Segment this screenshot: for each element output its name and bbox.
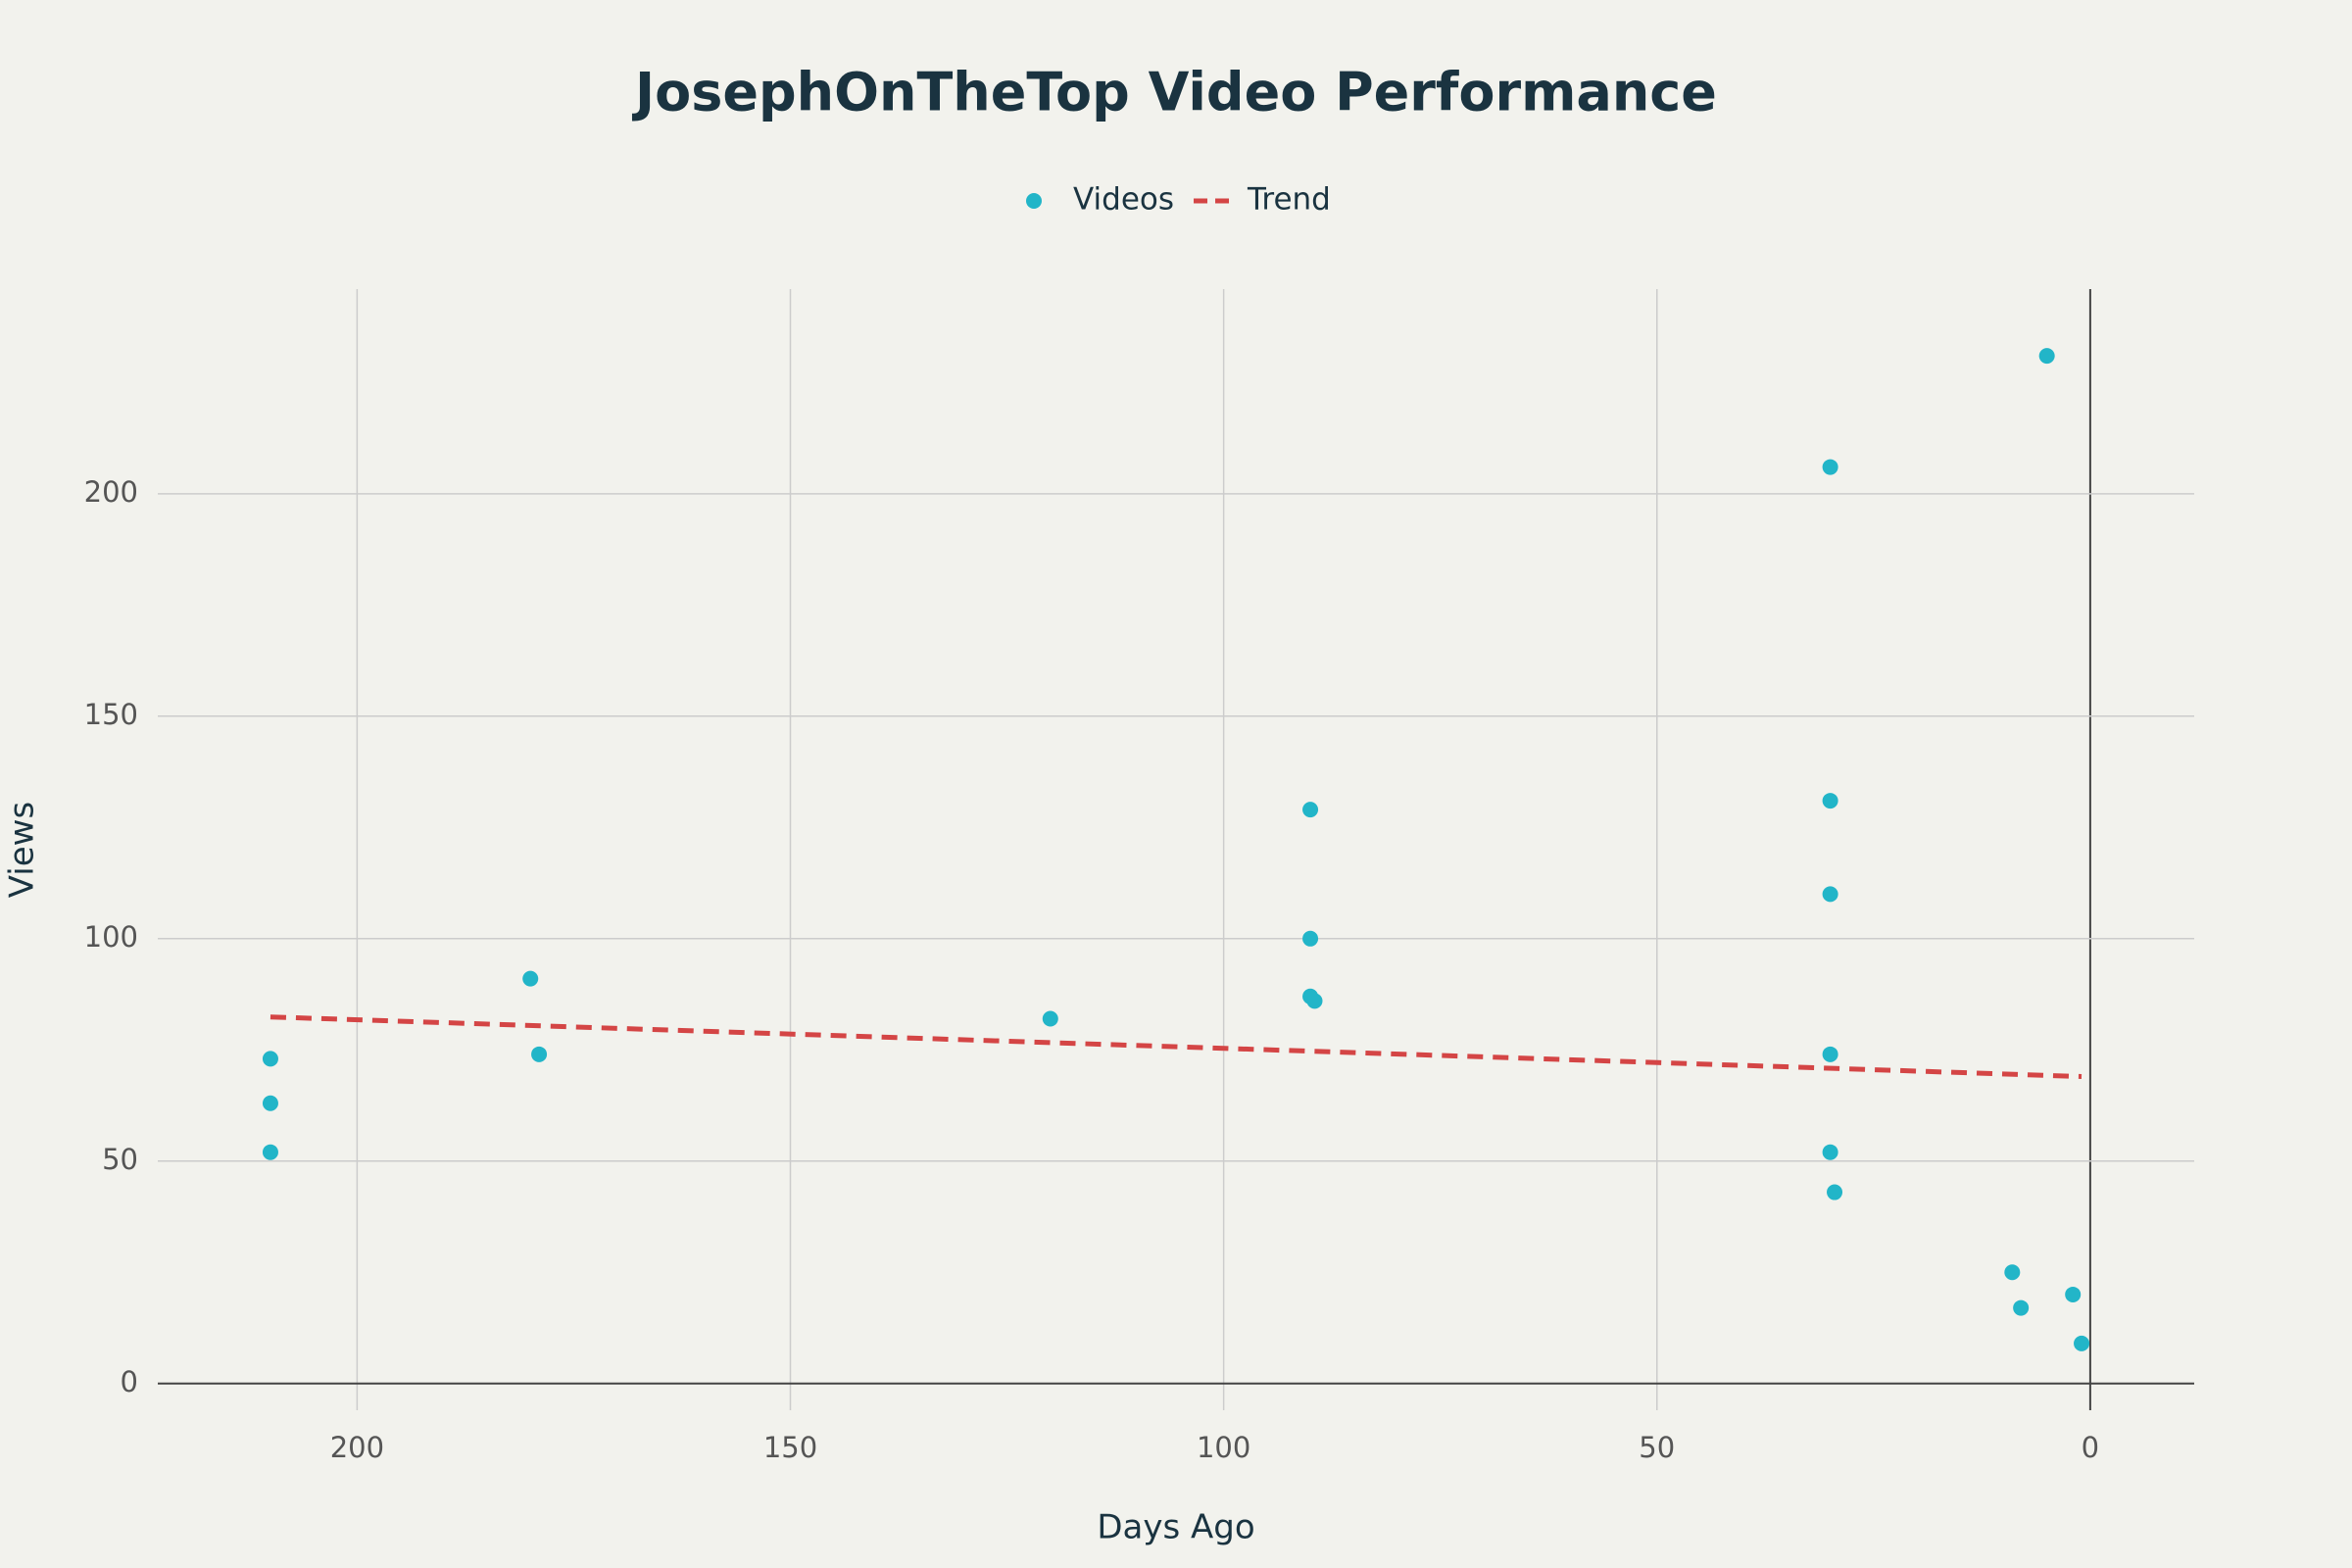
x-axis-title: Days Ago xyxy=(1097,1508,1254,1547)
data-point xyxy=(1822,793,1838,809)
data-point xyxy=(2013,1299,2030,1316)
y-axis-title: Views xyxy=(3,802,42,898)
data-point xyxy=(522,970,539,987)
data-point xyxy=(1827,1184,1843,1200)
y-tick-label: 200 xyxy=(84,475,138,509)
data-point xyxy=(531,1046,548,1062)
data-point xyxy=(1306,993,1323,1009)
x-tick-label: 150 xyxy=(763,1431,817,1464)
x-tick-label: 50 xyxy=(1639,1431,1675,1464)
data-point xyxy=(1822,1046,1838,1062)
y-tick-label: 50 xyxy=(102,1143,138,1176)
data-point xyxy=(1822,1144,1838,1160)
y-tick-label: 0 xyxy=(121,1365,138,1398)
data-point xyxy=(2065,1286,2082,1302)
data-point xyxy=(1042,1010,1058,1027)
y-tick-label: 150 xyxy=(84,698,138,731)
trend-line xyxy=(270,1014,2082,1080)
legend-label: Trend xyxy=(1247,182,1331,218)
x-tick-label: 100 xyxy=(1197,1431,1250,1464)
x-tick-label: 0 xyxy=(2082,1431,2099,1464)
data-point xyxy=(1302,930,1319,947)
legend-marker xyxy=(1026,193,1042,209)
data-point xyxy=(262,1095,278,1111)
data-point xyxy=(262,1051,278,1067)
chart-title: JosephOnTheTop Video Performance xyxy=(631,62,1717,123)
data-point xyxy=(1822,886,1838,903)
data-point xyxy=(1822,459,1838,475)
data-point xyxy=(2004,1264,2021,1281)
data-point xyxy=(1302,802,1319,818)
x-tick-label: 200 xyxy=(330,1431,384,1464)
y-tick-label: 100 xyxy=(84,920,138,954)
data-point xyxy=(2074,1335,2090,1351)
legend-label: Videos xyxy=(1073,182,1174,218)
data-point xyxy=(2038,348,2055,365)
data-point xyxy=(262,1144,278,1160)
